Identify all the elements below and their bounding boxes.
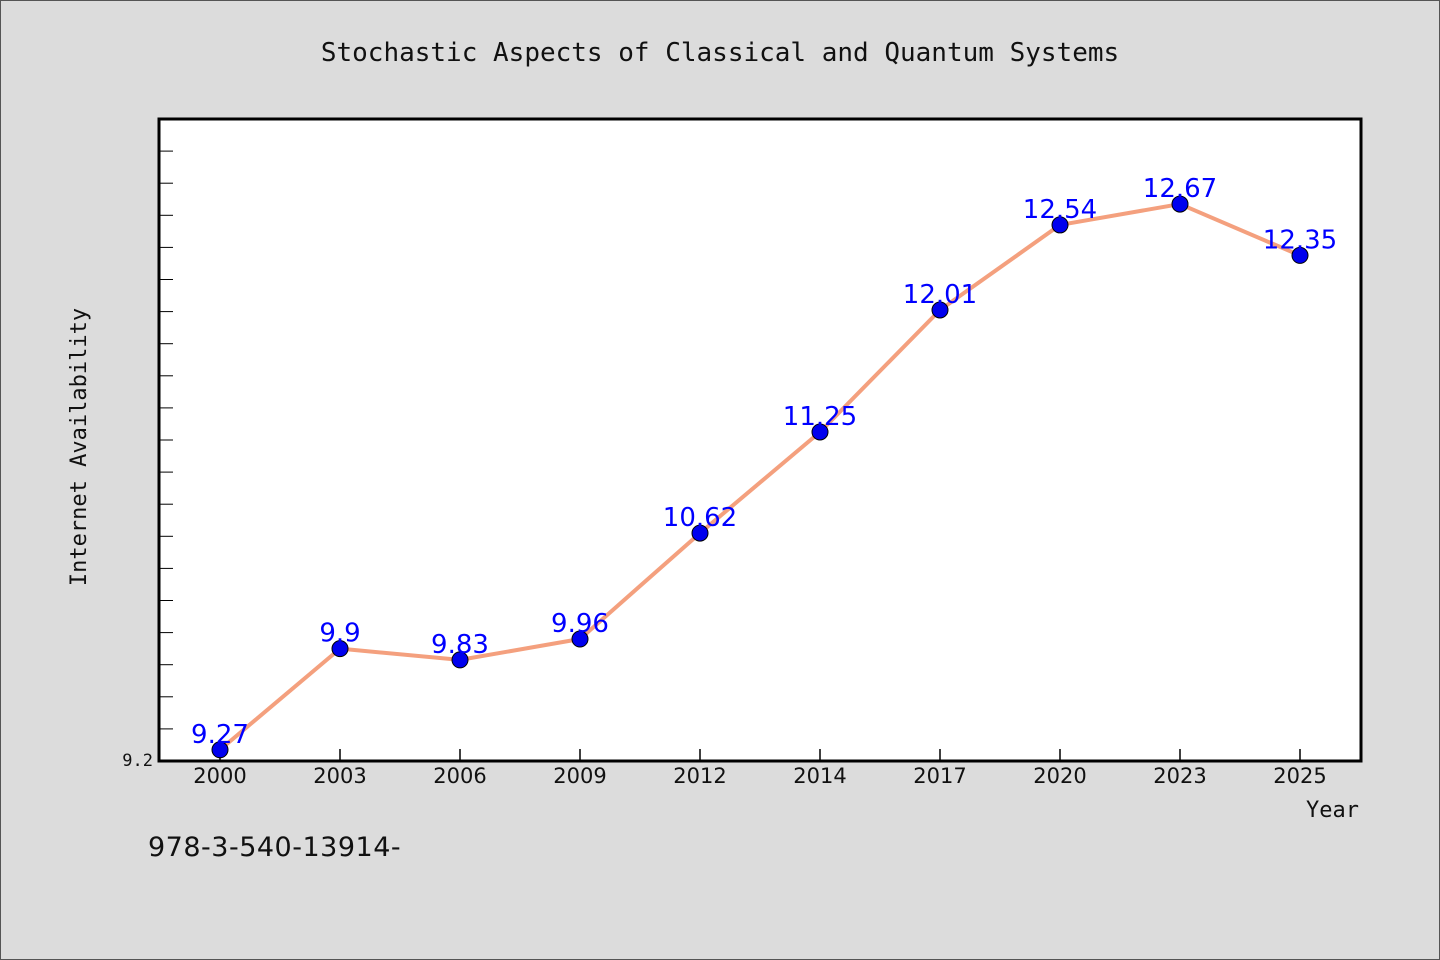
data-point <box>1051 216 1069 234</box>
data-label: 12.01 <box>903 280 977 310</box>
x-tick-label: 2017 <box>913 764 966 788</box>
series-markers <box>211 195 1309 759</box>
data-point <box>931 301 949 319</box>
data-label: 9.83 <box>431 630 489 660</box>
data-label: 9.96 <box>551 609 609 639</box>
plot-area <box>157 117 1363 763</box>
x-tick-labels: 2000 2003 2006 2009 2012 2014 2017 2020 2023 2025 <box>193 764 1326 788</box>
x-tick-label: 2014 <box>793 764 846 788</box>
data-label: 10.62 <box>663 503 737 533</box>
data-point <box>451 651 469 669</box>
x-tick-label: 2020 <box>1033 764 1086 788</box>
data-point <box>1171 195 1189 213</box>
x-tick-label: 2003 <box>313 764 366 788</box>
x-tick-label: 2009 <box>553 764 606 788</box>
data-label: 9.27 <box>191 720 249 750</box>
data-label: 12.54 <box>1023 195 1097 225</box>
y-axis-label: Internet Availability <box>67 308 92 586</box>
data-labels: 9.27 9.9 9.83 9.96 10.62 11.25 12.01 12.54 12.67… <box>191 174 1337 750</box>
data-label: 12.67 <box>1143 174 1217 204</box>
series-line-group <box>218 202 1302 752</box>
x-axis-label: Year <box>1306 798 1359 823</box>
footnote-isbn: 978-3-540-13914- <box>148 832 402 863</box>
x-tick-label: 2023 <box>1153 764 1206 788</box>
data-point <box>691 524 709 542</box>
data-label: 12.35 <box>1263 225 1337 255</box>
data-point <box>1291 246 1309 264</box>
data-label: 9.9 <box>319 619 360 649</box>
data-point <box>331 640 349 658</box>
x-tick-label: 2025 <box>1273 764 1326 788</box>
data-label: 11.25 <box>783 402 857 432</box>
x-axis-ticks <box>219 749 1301 761</box>
series-line <box>218 202 1302 752</box>
data-point <box>571 630 589 648</box>
chart-title: Stochastic Aspects of Classical and Quan… <box>321 38 1119 68</box>
y-tick-label: 9.2 <box>122 751 153 771</box>
x-tick-label: 2000 <box>193 764 246 788</box>
x-tick-label: 2012 <box>673 764 726 788</box>
data-point <box>811 423 829 441</box>
data-point <box>211 741 229 759</box>
y-minor-ticks <box>159 150 173 730</box>
x-tick-label: 2006 <box>433 764 486 788</box>
